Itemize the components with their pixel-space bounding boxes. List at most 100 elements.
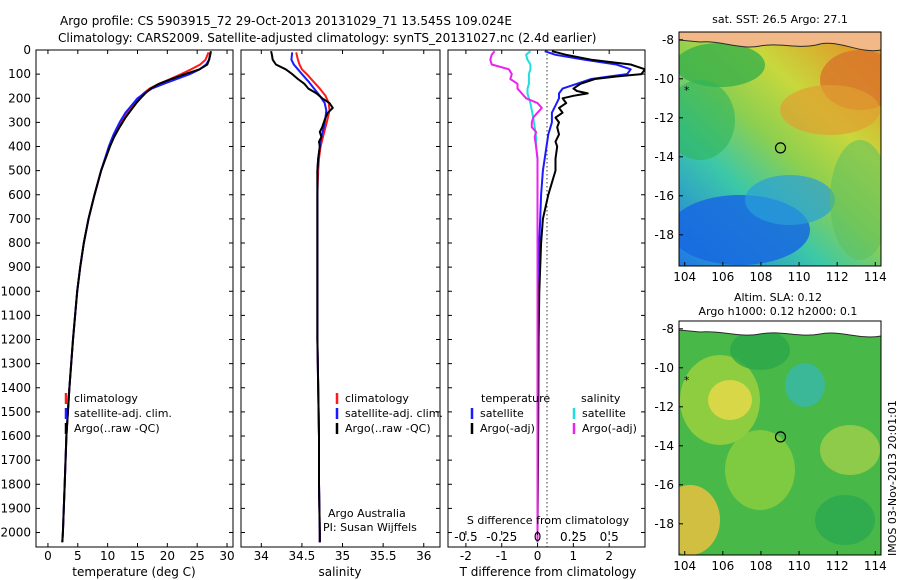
legend-label: satellite-adj. clim.: [74, 407, 172, 420]
sst-map-axes: 104 106 108 110 112 114 -8 -10 -12 -14 -16 -18: [654, 33, 886, 284]
map-y-tick-label: -14: [654, 439, 674, 453]
depth-tick-label: 1100: [0, 308, 31, 322]
top-x-tick-label: 0.25: [560, 530, 587, 544]
institution-label: Argo Australia: [328, 507, 406, 520]
x-tick-label: 34: [254, 549, 269, 563]
map-y-tick-label: -16: [654, 478, 674, 492]
depth-tick-label: 900: [8, 260, 31, 274]
x-tick-label: 34.5: [289, 549, 316, 563]
coastline: [679, 321, 881, 338]
depth-tick-label: 1200: [0, 333, 31, 347]
temperature-plot-frame: [35, 49, 234, 548]
figure-title-line1: Argo profile: CS 5903915_72 29-Oct-2013 …: [60, 14, 512, 28]
temperature-xlabel: temperature (deg C): [72, 565, 195, 579]
map-x-tick-label: 108: [749, 270, 772, 284]
x-tick-label: 36: [416, 549, 431, 563]
legend-label: climatology: [345, 392, 409, 405]
x-tick-label: 0: [534, 549, 542, 563]
land-marker: *: [684, 85, 689, 97]
sla-argo-position-marker: [774, 431, 787, 443]
x-tick-label: 15: [130, 549, 145, 563]
legend-label: Argo(-adj): [582, 422, 637, 435]
sst-map-frame: [678, 31, 882, 267]
map-x-tick-label: 114: [864, 270, 887, 284]
x-tick-label: 35: [335, 549, 350, 563]
map-x-tick-label: 106: [711, 559, 734, 573]
sst-argo-position-marker: [774, 142, 787, 154]
difference-plot-frame: [447, 49, 646, 548]
depth-tick-label: 400: [8, 140, 31, 154]
salinity-plot-frame: [240, 49, 441, 548]
map-y-tick-label: -18: [654, 228, 674, 242]
map-x-tick-label: 108: [749, 559, 772, 573]
depth-tick-label: 700: [8, 212, 31, 226]
depth-tick-label: 1700: [0, 453, 31, 467]
salinity-xlabel: salinity: [318, 565, 361, 579]
depth-tick-label: 1300: [0, 357, 31, 371]
legend-label: climatology: [74, 392, 138, 405]
depth-tick-label: 1400: [0, 381, 31, 395]
map-y-tick-label: -8: [662, 33, 674, 47]
x-tick-label: 2: [605, 549, 613, 563]
top-x-tick-label: -0.5: [454, 530, 477, 544]
pi-label: PI: Susan Wijffels: [323, 521, 417, 534]
depth-tick-label: 1600: [0, 429, 31, 443]
difference-legend: temperature salinity satellite Argo(-adj…: [470, 392, 637, 435]
depth-tick-label: 2000: [0, 526, 31, 540]
legend-label: Argo(..raw -QC): [74, 422, 160, 435]
sla-map-subtitle: Argo h1000: 0.12 h2000: 0.1: [699, 305, 858, 318]
land-marker: *: [684, 375, 689, 387]
figure-title-line2: Climatology: CARS2009. Satellite-adjuste…: [58, 31, 596, 45]
x-tick-label: -1: [496, 549, 508, 563]
depth-tick-label: 1000: [0, 284, 31, 298]
map-y-tick-label: -10: [654, 361, 674, 375]
depth-tick-label: 600: [8, 188, 31, 202]
legend-label: Argo(..raw -QC): [345, 422, 431, 435]
sst-map-image: *: [679, 32, 881, 266]
series-line-argo-raw-qc-: [270, 50, 334, 543]
map-x-tick-label: 104: [673, 559, 696, 573]
legend-header-salinity: salinity: [581, 392, 621, 405]
x-tick-label: 30: [219, 549, 234, 563]
x-tick-label: 35.5: [370, 549, 397, 563]
depth-tick-label: 500: [8, 164, 31, 178]
coastline: [679, 32, 881, 52]
legend-header-temperature: temperature: [481, 392, 550, 405]
series-line-salinity-argo-adj-: [489, 50, 543, 543]
depth-axis: 0 100 200 300 400 500 600 700 800 900 1000 1100 1200…: [0, 43, 645, 540]
x-tick-label: -2: [460, 549, 472, 563]
map-x-tick-label: 112: [826, 270, 849, 284]
legend-label: satellite: [582, 407, 626, 420]
x-tick-layer: 0 5 10 15 20 25 30 34 34.5 35 35.5 36 -2 -1 0 1 2 -0.5 -0.…: [44, 50, 619, 563]
difference-series-group: [489, 50, 645, 543]
map-y-tick-label: -12: [654, 400, 674, 414]
map-y-tick-label: -16: [654, 189, 674, 203]
map-y-tick-label: -10: [654, 72, 674, 86]
map-x-tick-label: 106: [711, 270, 734, 284]
series-line-temperature-argo-adj-: [536, 50, 645, 543]
map-x-tick-label: 104: [673, 270, 696, 284]
difference-xlabel: T difference from climatology: [459, 565, 637, 579]
map-x-tick-label: 114: [864, 559, 887, 573]
x-tick-label: 5: [74, 549, 82, 563]
imos-credit: IMOS 03-Nov-2013 20:01:01: [886, 400, 899, 556]
temperature-series-group: [61, 51, 212, 543]
map-x-tick-label: 110: [788, 559, 811, 573]
x-tick-label: 20: [160, 549, 175, 563]
sla-map-image: *: [679, 321, 881, 555]
depth-tick-label: 1800: [0, 477, 31, 491]
temperature-legend: climatology satellite-adj. clim. Argo(..…: [64, 392, 172, 435]
series-line-argo-raw-qc-: [61, 51, 212, 543]
legend-label: Argo(-adj): [480, 422, 535, 435]
x-tick-label: 10: [100, 549, 115, 563]
legend-label: satellite-adj. clim.: [345, 407, 443, 420]
salinity-legend: climatology satellite-adj. clim. Argo(..…: [335, 392, 443, 435]
top-x-tick-label: 0.5: [600, 530, 619, 544]
salinity-series-group: [270, 50, 334, 543]
sla-map-axes: 104 106 108 110 112 114 -8 -10 -12 -14 -16 -18: [654, 322, 886, 573]
profile-series-layer: [61, 50, 645, 543]
depth-tick-label: 300: [8, 115, 31, 129]
depth-tick-label: 0: [23, 43, 31, 57]
map-y-tick-label: -8: [662, 322, 674, 336]
